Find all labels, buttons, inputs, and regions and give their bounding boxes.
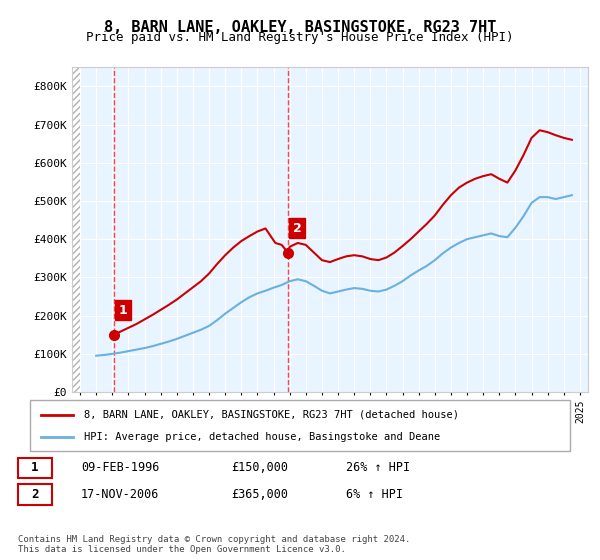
Text: £150,000: £150,000 xyxy=(231,461,288,474)
Text: 1: 1 xyxy=(119,304,128,316)
Text: 8, BARN LANE, OAKLEY, BASINGSTOKE, RG23 7HT (detached house): 8, BARN LANE, OAKLEY, BASINGSTOKE, RG23 … xyxy=(84,409,459,419)
Text: 1: 1 xyxy=(31,461,39,474)
Text: £365,000: £365,000 xyxy=(231,488,288,501)
Text: HPI: Average price, detached house, Basingstoke and Deane: HPI: Average price, detached house, Basi… xyxy=(84,432,440,442)
Text: 2: 2 xyxy=(31,488,39,501)
Text: 8, BARN LANE, OAKLEY, BASINGSTOKE, RG23 7HT: 8, BARN LANE, OAKLEY, BASINGSTOKE, RG23 … xyxy=(104,20,496,35)
FancyBboxPatch shape xyxy=(30,400,570,451)
Text: 17-NOV-2006: 17-NOV-2006 xyxy=(81,488,160,501)
Text: Contains HM Land Registry data © Crown copyright and database right 2024.
This d: Contains HM Land Registry data © Crown c… xyxy=(18,535,410,554)
Text: 2: 2 xyxy=(293,222,302,235)
Text: 09-FEB-1996: 09-FEB-1996 xyxy=(81,461,160,474)
FancyBboxPatch shape xyxy=(18,484,52,505)
Text: 26% ↑ HPI: 26% ↑ HPI xyxy=(346,461,410,474)
FancyBboxPatch shape xyxy=(18,458,52,478)
Text: Price paid vs. HM Land Registry's House Price Index (HPI): Price paid vs. HM Land Registry's House … xyxy=(86,31,514,44)
Text: 6% ↑ HPI: 6% ↑ HPI xyxy=(346,488,403,501)
